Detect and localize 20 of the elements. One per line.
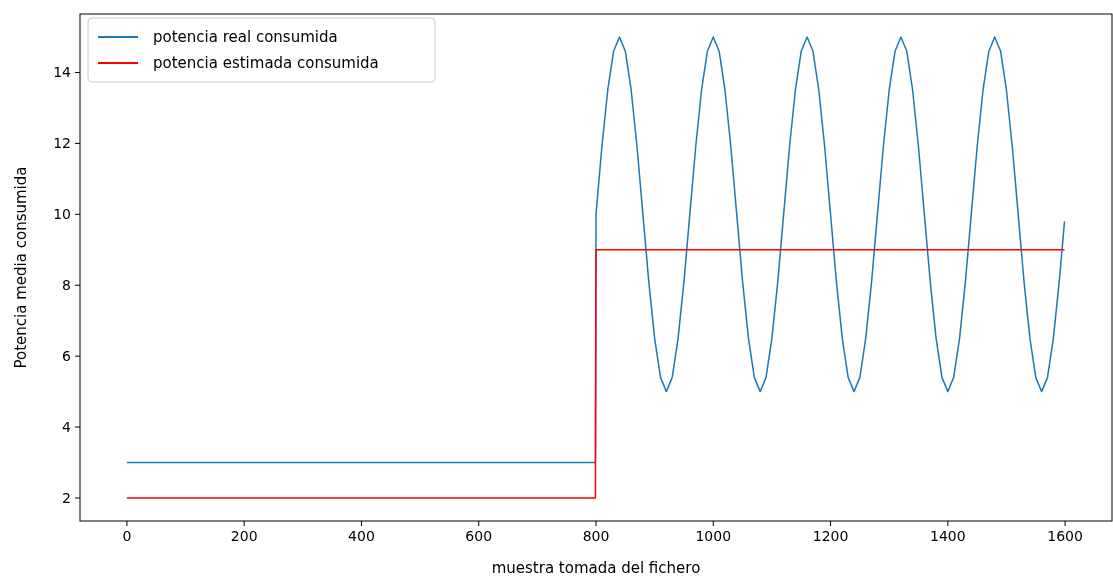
- y-tick-label: 12: [53, 135, 71, 152]
- legend-label: potencia estimada consumida: [153, 54, 379, 73]
- x-tick-label: 1400: [930, 528, 966, 544]
- y-axis-title: Potencia media consumida: [12, 166, 30, 369]
- x-tick-label: 600: [465, 528, 493, 544]
- y-tick-label: 6: [62, 348, 72, 365]
- x-tick-label: 800: [582, 528, 610, 544]
- y-tick-label: 8: [62, 277, 71, 294]
- y-tick-label: 10: [53, 206, 71, 223]
- y-tick-label: 14: [53, 64, 72, 81]
- x-tick-label: 1600: [1047, 528, 1083, 544]
- x-tick-label: 200: [230, 528, 258, 544]
- x-tick-label: 1200: [812, 528, 849, 544]
- y-tick-label: 2: [62, 489, 71, 506]
- x-tick-label: 0: [122, 528, 132, 544]
- y-tick-label: 4: [62, 418, 72, 435]
- legend-label: potencia real consumida: [153, 28, 338, 47]
- x-tick-label: 1000: [695, 528, 732, 544]
- x-axis-title: muestra tomada del fichero: [491, 559, 701, 577]
- x-tick-label: 400: [348, 528, 375, 544]
